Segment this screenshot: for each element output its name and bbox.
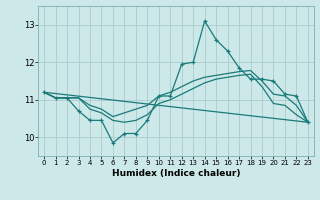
X-axis label: Humidex (Indice chaleur): Humidex (Indice chaleur)	[112, 169, 240, 178]
